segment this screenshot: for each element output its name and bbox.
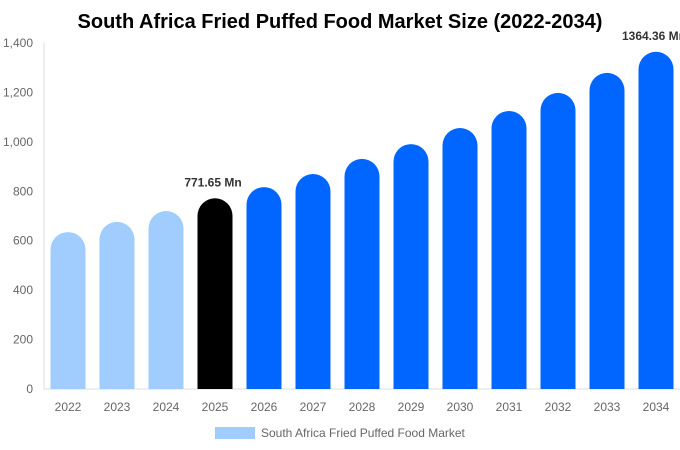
x-tick-label: 2027	[300, 400, 327, 414]
y-tick-label: 0	[26, 382, 33, 396]
data-label: 1364.36 Mn	[622, 29, 680, 43]
x-tick-label: 2028	[349, 400, 376, 414]
bar-2025[interactable]	[197, 198, 233, 389]
x-tick-label: 2025	[202, 400, 229, 414]
bars: 771.65 Mn 1364.36 Mn	[50, 29, 680, 390]
bar-2030[interactable]	[442, 128, 478, 389]
y-tick-label: 600	[13, 234, 33, 248]
bar-2022[interactable]	[50, 232, 86, 389]
x-tick-label: 2031	[496, 400, 523, 414]
legend[interactable]: South Africa Fried Puffed Food Market	[215, 426, 466, 440]
y-tick-label: 400	[13, 283, 33, 297]
x-tick-label: 2029	[398, 400, 425, 414]
x-tick-label: 2026	[251, 400, 278, 414]
bar-2023[interactable]	[99, 221, 135, 389]
x-axis: 2022 2023 2024 2025 2026 2027 2028 2029 2030 2031…	[55, 400, 670, 414]
bar-2027[interactable]	[295, 173, 331, 389]
bar-2029[interactable]	[393, 144, 429, 389]
chart-title: South Africa Fried Puffed Food Market Si…	[78, 11, 603, 33]
y-tick-label: 1,000	[3, 135, 33, 149]
bar-2028[interactable]	[344, 158, 380, 389]
y-axis: 0 200 400 600 800 1,000 1,200 1,400	[3, 36, 33, 396]
y-tick-label: 1,400	[3, 36, 33, 50]
bar-2033[interactable]	[589, 72, 625, 389]
x-tick-label: 2022	[55, 400, 82, 414]
y-tick-label: 800	[13, 184, 33, 198]
data-label: 771.65 Mn	[184, 175, 241, 189]
x-tick-label: 2034	[643, 400, 670, 414]
bar-2026[interactable]	[246, 187, 282, 389]
x-tick-label: 2033	[594, 400, 621, 414]
x-tick-label: 2023	[104, 400, 131, 414]
legend-label: South Africa Fried Puffed Food Market	[261, 426, 466, 440]
x-tick-label: 2030	[447, 400, 474, 414]
bar-2024[interactable]	[148, 211, 184, 389]
x-tick-label: 2032	[545, 400, 572, 414]
bar-2031[interactable]	[491, 110, 527, 389]
y-tick-label: 1,200	[3, 85, 33, 99]
bar-2034[interactable]	[638, 51, 674, 390]
bar-2032[interactable]	[540, 92, 576, 390]
legend-swatch	[215, 427, 255, 439]
y-tick-label: 200	[13, 333, 33, 347]
x-tick-label: 2024	[153, 400, 180, 414]
